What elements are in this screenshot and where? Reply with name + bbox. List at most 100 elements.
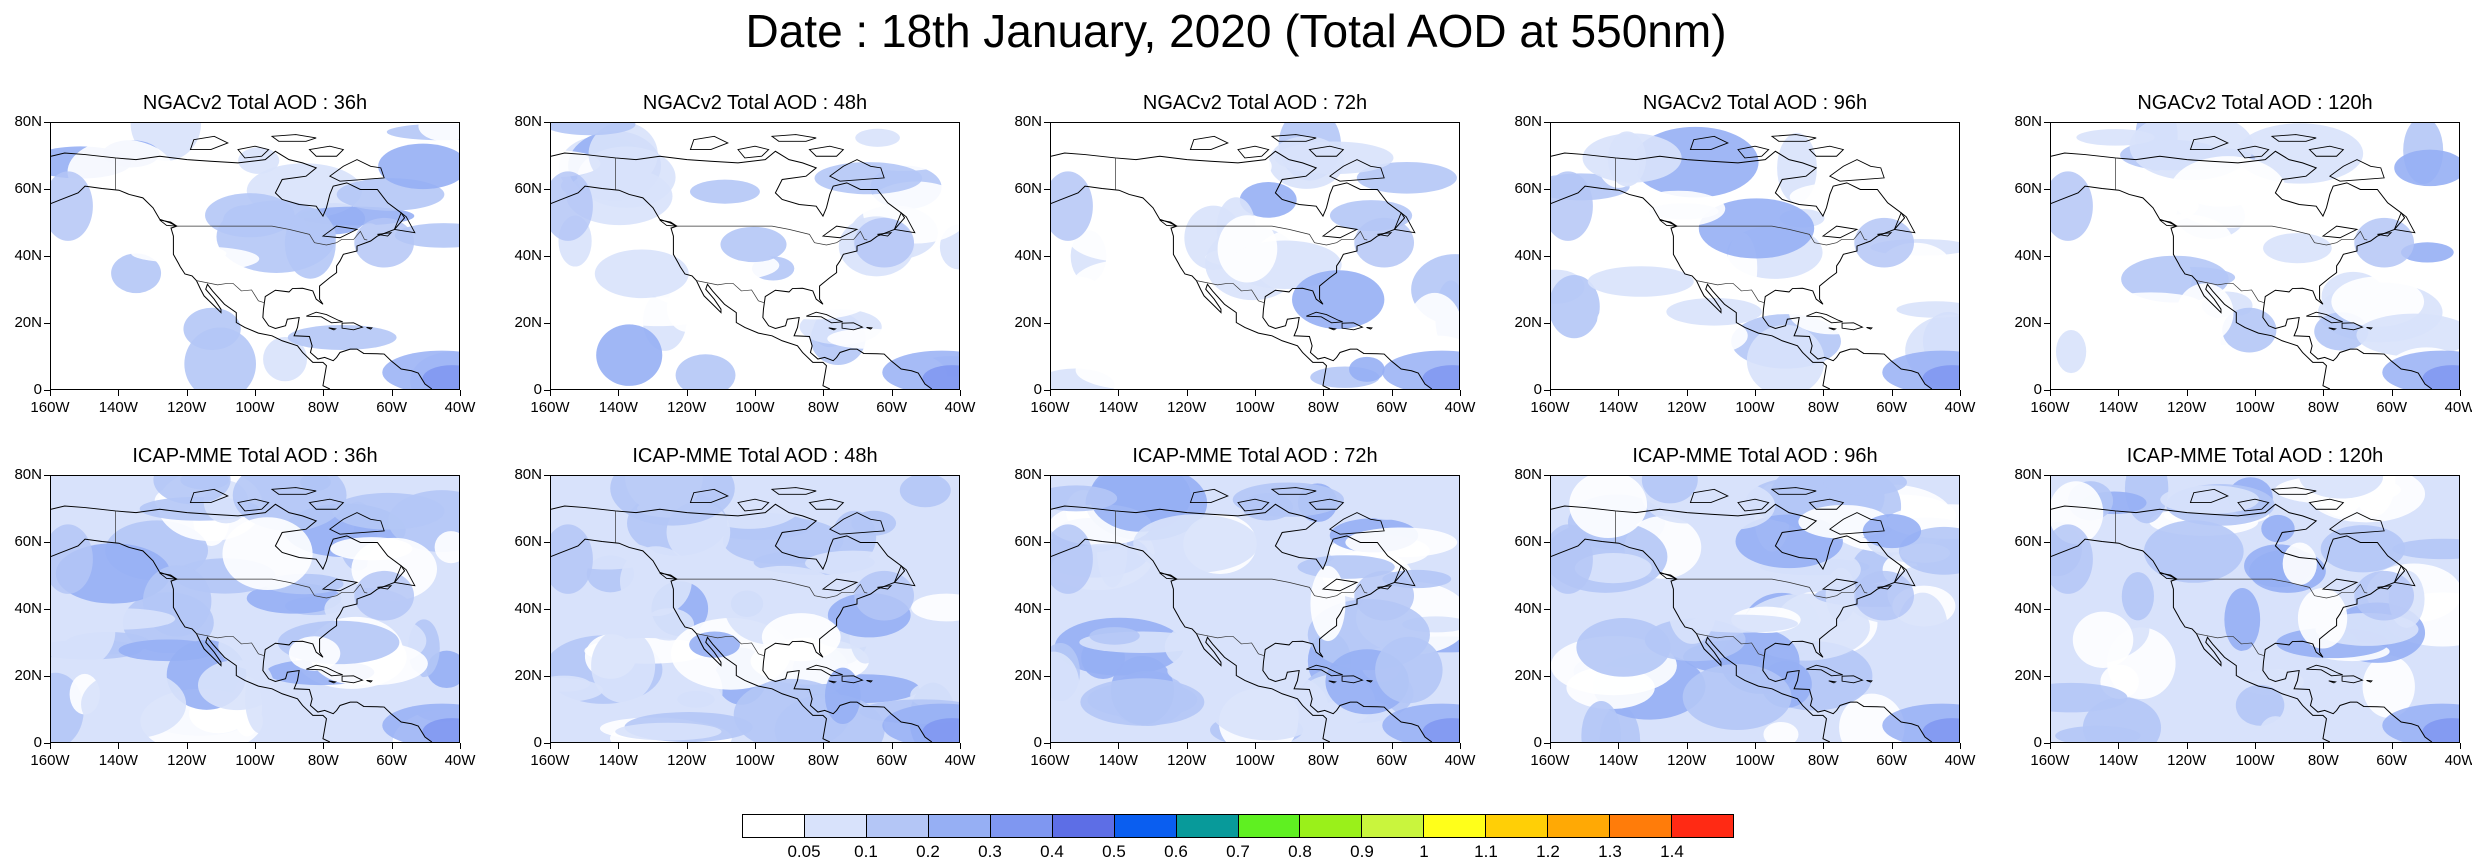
lat-tick xyxy=(544,189,550,190)
lat-tick-label: 40N xyxy=(514,247,542,264)
lon-tick xyxy=(1460,390,1461,396)
panel-title: ICAP-MME Total AOD : 36h xyxy=(132,445,378,467)
lon-tick xyxy=(1255,390,1256,396)
map-panel: ICAP-MME Total AOD : 72h 80N 60N 40N 20N 0 160… xyxy=(1000,445,1475,805)
panel-title: NGACv2 Total AOD : 96h xyxy=(1642,92,1868,114)
lon-tick xyxy=(460,390,461,396)
lat-tick-label: 60N xyxy=(514,180,542,197)
lat-tick-label: 60N xyxy=(2014,533,2042,550)
lat-tick xyxy=(2044,256,2050,257)
lat-tick-label: 60N xyxy=(1014,533,1042,550)
colorbar-box xyxy=(1672,815,1733,837)
lat-tick xyxy=(544,475,550,476)
lon-tick xyxy=(2460,743,2461,749)
lon-tick xyxy=(323,743,325,749)
lon-tick-label: 40W xyxy=(1444,752,1476,769)
lat-tick-label: 80N xyxy=(1514,466,1542,483)
lon-tick-label: 60W xyxy=(1876,752,1908,769)
map-panel: NGACv2 Total AOD : 48h 80N 60N 40N 20N 0 160W 1… xyxy=(500,92,975,452)
lon-tick xyxy=(2255,390,2256,396)
lat-tick-label: 60N xyxy=(514,533,542,550)
lon-tick-label: 40W xyxy=(944,752,976,769)
lon-tick-label: 80W xyxy=(1807,752,1839,769)
lat-tick xyxy=(544,390,550,391)
colorbar-box xyxy=(1114,815,1177,837)
lon-tick-label: 140W xyxy=(598,399,638,416)
lat-tick xyxy=(544,256,550,257)
aod-field xyxy=(2051,476,2459,742)
lat-tick xyxy=(44,743,50,744)
lat-tick-label: 20N xyxy=(514,314,542,331)
lon-tick xyxy=(891,390,893,396)
map-frame xyxy=(1050,475,1460,743)
lon-tick xyxy=(1460,743,1461,749)
lon-tick-label: 40W xyxy=(944,399,976,416)
lon-tick-label: 60W xyxy=(876,752,908,769)
lon-tick xyxy=(891,743,893,749)
lon-tick xyxy=(618,390,620,396)
lon-tick xyxy=(1891,390,1893,396)
lat-tick-label: 80N xyxy=(2014,113,2042,130)
lon-tick xyxy=(186,743,188,749)
lat-tick-label: 20N xyxy=(14,667,42,684)
lon-tick xyxy=(118,390,120,396)
lat-tick xyxy=(2044,323,2050,324)
colorbar-box xyxy=(990,815,1053,837)
lon-tick-label: 100W xyxy=(2235,752,2275,769)
lon-tick-label: 120W xyxy=(167,399,207,416)
colorbar-label: 0.4 xyxy=(1040,842,1064,861)
lon-tick-label: 140W xyxy=(98,399,138,416)
lat-tick-label: 40N xyxy=(2014,600,2042,617)
lat-tick-label: 0 xyxy=(33,381,42,398)
lat-tick xyxy=(2044,609,2050,610)
lon-tick xyxy=(1891,743,1893,749)
lon-tick xyxy=(50,390,51,396)
lon-tick xyxy=(1686,390,1688,396)
map-panel: ICAP-MME Total AOD : 48h 80N 60N 40N 20N 0 160… xyxy=(500,445,975,805)
lat-tick xyxy=(1044,676,1050,677)
lat-tick-label: 20N xyxy=(1514,667,1542,684)
lon-tick xyxy=(391,390,393,396)
lon-tick xyxy=(1118,390,1120,396)
lon-tick-label: 100W xyxy=(235,752,275,769)
lat-tick-label: 40N xyxy=(1014,247,1042,264)
lon-tick-label: 40W xyxy=(1944,399,1976,416)
lon-tick xyxy=(460,743,461,749)
lon-tick xyxy=(255,390,256,396)
panel-title: ICAP-MME Total AOD : 48h xyxy=(632,445,878,467)
lat-tick xyxy=(1544,189,1550,190)
map-frame xyxy=(50,122,460,390)
lon-tick-label: 160W xyxy=(30,399,70,416)
lat-tick-label: 80N xyxy=(2014,466,2042,483)
lon-tick-label: 80W xyxy=(1307,752,1339,769)
colorbar-label: 1.4 xyxy=(1660,842,1684,861)
colorbar-box xyxy=(1052,815,1115,837)
lon-tick xyxy=(550,743,551,749)
lon-tick xyxy=(186,390,188,396)
colorbar-label: 0.9 xyxy=(1350,842,1374,861)
lon-tick xyxy=(1755,390,1756,396)
lon-tick-label: 140W xyxy=(98,752,138,769)
lon-tick xyxy=(2186,390,2188,396)
lat-tick-label: 80N xyxy=(14,113,42,130)
lon-tick-label: 160W xyxy=(1030,399,1070,416)
colorbar-label: 0.7 xyxy=(1226,842,1250,861)
lon-tick-label: 60W xyxy=(2376,752,2408,769)
lon-tick-label: 120W xyxy=(667,399,707,416)
map-panel: NGACv2 Total AOD : 36h 80N 60N 40N 20N 0 160W 1… xyxy=(0,92,475,452)
lon-tick xyxy=(1618,390,1620,396)
lon-tick xyxy=(1186,390,1188,396)
colorbar-box xyxy=(1176,815,1239,837)
lon-tick xyxy=(1118,743,1120,749)
colorbar-label: 1 xyxy=(1419,842,1429,861)
lon-tick-label: 80W xyxy=(307,752,339,769)
lat-tick-label: 0 xyxy=(533,734,542,751)
lon-tick xyxy=(2323,743,2325,749)
lon-tick-label: 100W xyxy=(1235,399,1275,416)
lon-tick-label: 80W xyxy=(807,752,839,769)
lon-tick xyxy=(618,743,620,749)
colorbar xyxy=(742,814,1734,838)
lat-tick-label: 40N xyxy=(1014,600,1042,617)
lat-tick xyxy=(1544,609,1550,610)
lon-tick-label: 100W xyxy=(735,399,775,416)
